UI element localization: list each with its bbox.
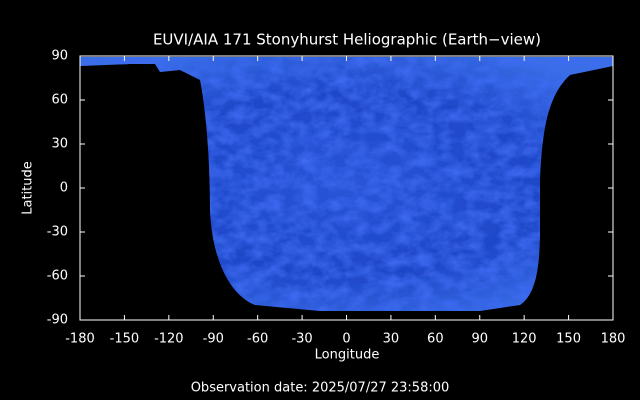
y-tick-label: -90 <box>47 313 68 328</box>
x-tick-label: 180 <box>601 332 626 347</box>
solar-map-image <box>80 57 613 311</box>
y-tick-label: 90 <box>51 49 68 64</box>
x-tick-label: 0 <box>342 332 350 347</box>
x-tick-label: -120 <box>154 332 184 347</box>
x-tick-label: -180 <box>65 332 95 347</box>
y-tick-label: 0 <box>60 181 68 196</box>
x-tick-label: 120 <box>512 332 537 347</box>
x-tick-label: -90 <box>203 332 224 347</box>
y-tick-label: 30 <box>51 137 68 152</box>
x-tick-label: 60 <box>427 332 444 347</box>
x-tick-label: -150 <box>110 332 140 347</box>
annotation: Observation date: 2025/07/27 23:58:00 <box>191 381 450 396</box>
y-tick-label: -60 <box>47 269 68 284</box>
y-tick-label: -30 <box>47 225 68 240</box>
x-axis-label: Longitude <box>315 348 380 363</box>
chart-title: EUVI/AIA 171 Stonyhurst Heliographic (Ea… <box>153 31 541 49</box>
x-tick-label: -30 <box>291 332 312 347</box>
y-tick-label: 60 <box>51 93 68 108</box>
y-axis-label: Latitude <box>21 161 36 215</box>
x-tick-label: 150 <box>556 332 581 347</box>
x-tick-label: 30 <box>383 332 400 347</box>
x-tick-label: 90 <box>471 332 488 347</box>
x-tick-label: -60 <box>247 332 268 347</box>
